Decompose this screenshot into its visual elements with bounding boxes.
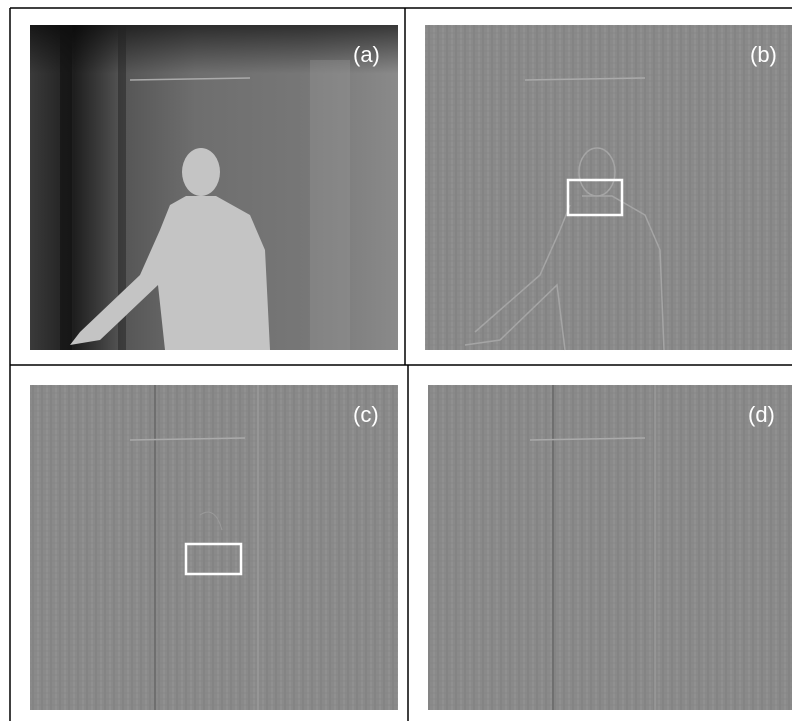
panel-b: (b)	[425, 25, 792, 350]
panel-a: (a)	[30, 25, 398, 350]
figure: (a) (b) (c) (d)	[0, 0, 792, 721]
panel-d: (d)	[428, 385, 792, 710]
panel-label: (d)	[748, 402, 775, 427]
panel-label: (a)	[353, 42, 380, 67]
panel-label: (b)	[750, 42, 777, 67]
panel-c: (c)	[30, 385, 398, 710]
panel-label: (c)	[353, 402, 379, 427]
